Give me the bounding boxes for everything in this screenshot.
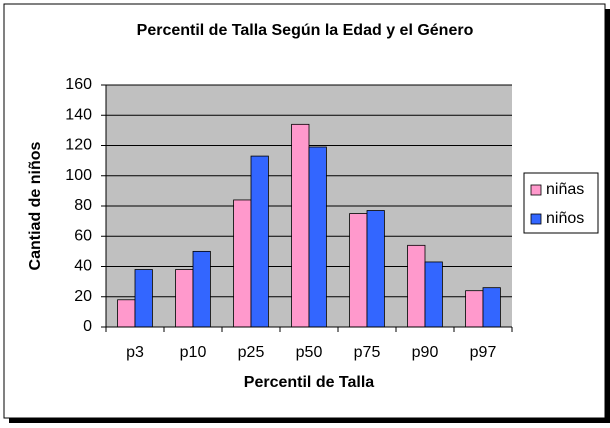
bar — [117, 299, 136, 328]
x-tick-label: p97 — [470, 344, 497, 361]
y-tick-label: 0 — [83, 318, 92, 335]
bar — [175, 269, 194, 328]
chart-title: Percentil de Talla Según la Edad y el Gé… — [137, 22, 474, 39]
legend-label: niños — [546, 210, 584, 227]
bar — [134, 269, 153, 328]
x-tick-label: p75 — [354, 344, 381, 361]
legend-label: niñas — [546, 181, 584, 198]
bar — [192, 250, 211, 328]
y-tick-label: 100 — [65, 167, 92, 184]
y-tick-label: 120 — [65, 137, 92, 154]
bar — [424, 261, 443, 328]
x-tick-label: p90 — [412, 344, 439, 361]
legend-swatch — [530, 213, 542, 225]
bar — [465, 290, 484, 328]
x-tick-label: p3 — [126, 344, 144, 361]
y-axis-label: Cantiad de niños — [27, 141, 44, 270]
y-tick-label: 140 — [65, 106, 92, 123]
x-tick-label: p25 — [238, 344, 265, 361]
x-axis-label: Percentil de Talla — [244, 374, 375, 391]
y-tick-label: 60 — [74, 227, 92, 244]
y-tick-label: 20 — [74, 288, 92, 305]
y-tick-label: 40 — [74, 258, 92, 275]
x-tick-label: p10 — [180, 344, 207, 361]
bar — [291, 123, 310, 328]
bar — [250, 155, 269, 328]
y-tick-label: 80 — [74, 197, 92, 214]
x-tick-label: p50 — [296, 344, 323, 361]
bar — [366, 210, 385, 328]
bar — [308, 146, 327, 328]
bar — [407, 244, 426, 328]
bar — [482, 287, 501, 328]
legend-swatch — [530, 184, 542, 196]
bar — [233, 199, 252, 328]
y-tick-label: 160 — [65, 76, 92, 93]
bar — [349, 213, 368, 328]
